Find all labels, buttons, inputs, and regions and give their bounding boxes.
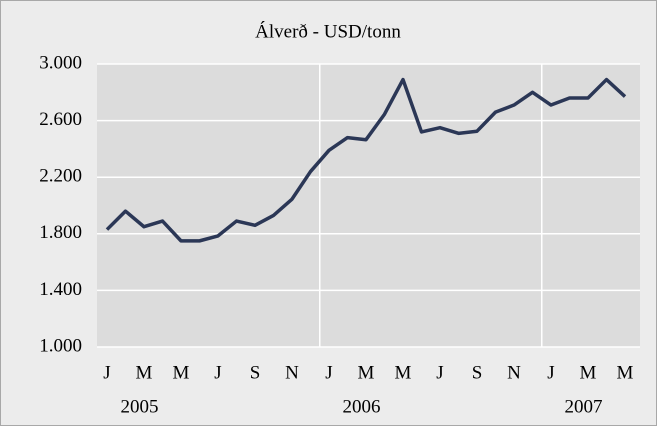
x-tick-label: J	[547, 362, 554, 383]
line-series	[105, 77, 627, 243]
x-tick-label: M	[580, 362, 597, 383]
x-tick-label: J	[214, 362, 221, 383]
plot-area	[97, 64, 640, 347]
x-tick-label: N	[285, 362, 299, 383]
y-tick-label: 2.600	[39, 109, 82, 130]
y-tick-label: 1.400	[39, 279, 82, 300]
x-tick-label: M	[395, 362, 412, 383]
x-tick-label: M	[358, 362, 375, 383]
y-tick-label: 3.000	[39, 52, 82, 73]
x-tick-label: S	[472, 362, 483, 383]
x-tick-label: J	[325, 362, 332, 383]
chart-title: Álverð - USD/tonn	[255, 20, 401, 42]
y-tick-label: 2.200	[39, 166, 82, 187]
x-group-label: 2005	[121, 396, 159, 417]
y-tick-label: 1.000	[39, 335, 82, 356]
x-tick-label: M	[173, 362, 190, 383]
x-tick-label: S	[250, 362, 261, 383]
y-tick-label: 1.800	[39, 222, 82, 243]
x-group-label: 2007	[565, 396, 603, 417]
x-tick-label: J	[436, 362, 443, 383]
x-group-label: 2006	[343, 396, 381, 417]
x-tick-label: N	[507, 362, 521, 383]
x-tick-label: M	[617, 362, 634, 383]
x-tick-label: J	[103, 362, 110, 383]
x-tick-label: M	[136, 362, 153, 383]
